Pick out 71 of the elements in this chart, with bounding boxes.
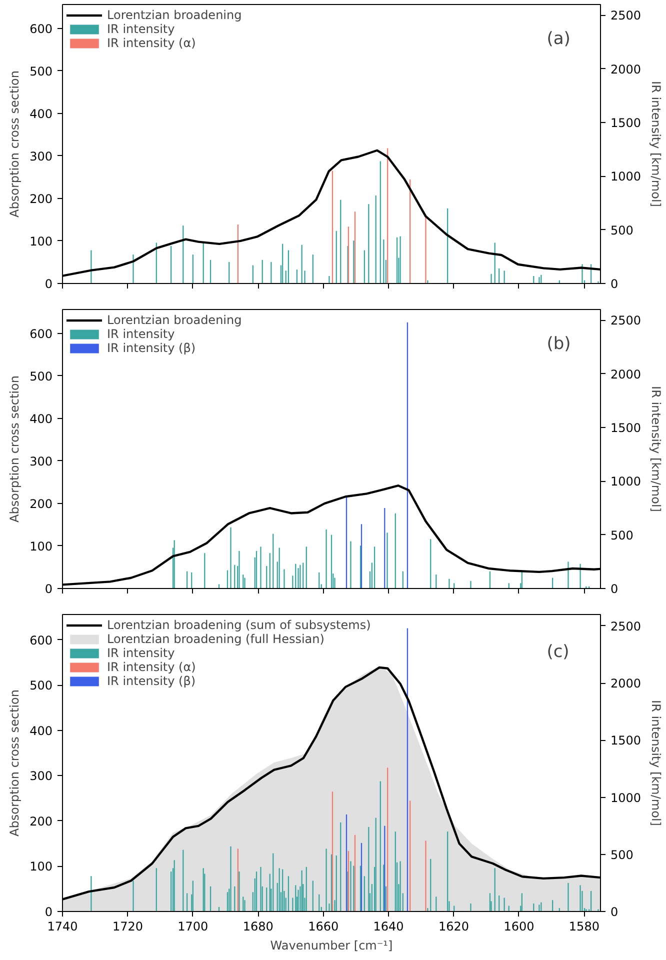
y-axis-title: Absorption cross section bbox=[8, 376, 22, 522]
y-tick-label: 300 bbox=[30, 454, 52, 468]
x-tick-label: 1640 bbox=[373, 920, 404, 934]
legend-label: IR intensity (β) bbox=[107, 674, 196, 688]
y-tick-label: 200 bbox=[30, 192, 52, 206]
legend-label: IR intensity (α) bbox=[107, 660, 196, 674]
y2-tick-label: 0 bbox=[610, 582, 618, 596]
y2-tick-label: 1000 bbox=[610, 474, 642, 489]
y2-tick-label: 2500 bbox=[610, 619, 642, 634]
y-tick-label: 500 bbox=[30, 678, 52, 693]
x-tick-label: 1700 bbox=[178, 920, 208, 934]
x-tick-label: 1680 bbox=[242, 920, 274, 934]
y2-tick-label: 500 bbox=[610, 223, 634, 238]
y2-tick-label: 0 bbox=[610, 905, 618, 919]
y2-tick-label: 1500 bbox=[610, 421, 642, 436]
legend-label: IR intensity bbox=[107, 646, 175, 660]
line-series bbox=[62, 484, 600, 586]
y2-tick-label: 2000 bbox=[610, 367, 642, 382]
y-axis-title: Absorption cross section bbox=[8, 690, 22, 836]
y2-tick-label: 1000 bbox=[610, 170, 642, 184]
x-tick-label: 1720 bbox=[112, 920, 143, 934]
y-tick-label: 600 bbox=[30, 633, 52, 648]
x-axis-title: Wavenumber [cm⁻¹] bbox=[270, 938, 393, 952]
x-tick-label: 1620 bbox=[438, 920, 470, 934]
annotation: (b) bbox=[546, 334, 571, 354]
y-tick-label: 100 bbox=[30, 860, 52, 874]
y-tick-label: 400 bbox=[30, 412, 52, 426]
y2-tick-label: 1000 bbox=[610, 790, 642, 805]
y-tick-label: 500 bbox=[30, 64, 52, 78]
y-tick-label: 0 bbox=[44, 905, 53, 919]
y2-tick-label: 500 bbox=[610, 528, 634, 542]
y-tick-label: 0 bbox=[44, 582, 53, 596]
y2-axis-title: IR intensity [km/mol] bbox=[649, 81, 664, 207]
annotation: (a) bbox=[546, 29, 570, 50]
y-tick-label: 600 bbox=[30, 326, 52, 341]
y2-tick-label: 1500 bbox=[610, 116, 642, 130]
y2-tick-label: 2000 bbox=[610, 62, 642, 76]
legend-label: IR intensity (β) bbox=[107, 341, 196, 355]
y-tick-label: 300 bbox=[30, 149, 52, 164]
legend-label: IR intensity bbox=[107, 327, 175, 341]
y-tick-label: 200 bbox=[30, 496, 52, 511]
y-tick-label: 600 bbox=[30, 22, 52, 36]
legend-label: Lorentzian broadening bbox=[107, 8, 242, 22]
legend-label: Lorentzian broadening (sum of subsystems) bbox=[107, 618, 371, 632]
annotation: (c) bbox=[546, 642, 570, 662]
y2-tick-label: 2000 bbox=[610, 676, 642, 691]
y-axis-title: Absorption cross section bbox=[8, 70, 22, 218]
y2-tick-label: 500 bbox=[610, 848, 634, 862]
legend-label: IR intensity bbox=[107, 22, 175, 36]
x-tick-label: 1600 bbox=[504, 920, 534, 934]
line-series bbox=[62, 149, 600, 277]
y-tick-label: 100 bbox=[30, 539, 52, 554]
y2-axis-title: IR intensity [km/mol] bbox=[649, 700, 664, 826]
y-tick-label: 500 bbox=[30, 369, 52, 384]
y-tick-label: 300 bbox=[30, 769, 52, 784]
y-tick-label: 400 bbox=[30, 106, 52, 121]
y-tick-label: 200 bbox=[30, 814, 52, 828]
y-tick-label: 100 bbox=[30, 234, 52, 248]
y2-tick-label: 2500 bbox=[610, 8, 642, 23]
y2-tick-label: 1500 bbox=[610, 734, 642, 748]
x-tick-label: 1660 bbox=[308, 920, 339, 934]
y2-tick-label: 0 bbox=[610, 277, 618, 291]
legend-label: Lorentzian broadening bbox=[107, 313, 242, 327]
y-tick-label: 0 bbox=[44, 277, 53, 291]
y-tick-label: 400 bbox=[30, 724, 52, 738]
y2-axis-title: IR intensity [km/mol] bbox=[649, 386, 664, 512]
x-tick-label: 1580 bbox=[568, 920, 600, 934]
y2-tick-label: 2500 bbox=[610, 314, 642, 328]
x-tick-label: 1740 bbox=[47, 920, 78, 934]
legend-label: IR intensity (α) bbox=[107, 36, 196, 50]
legend-label: Lorentzian broadening (full Hessian) bbox=[107, 632, 324, 646]
